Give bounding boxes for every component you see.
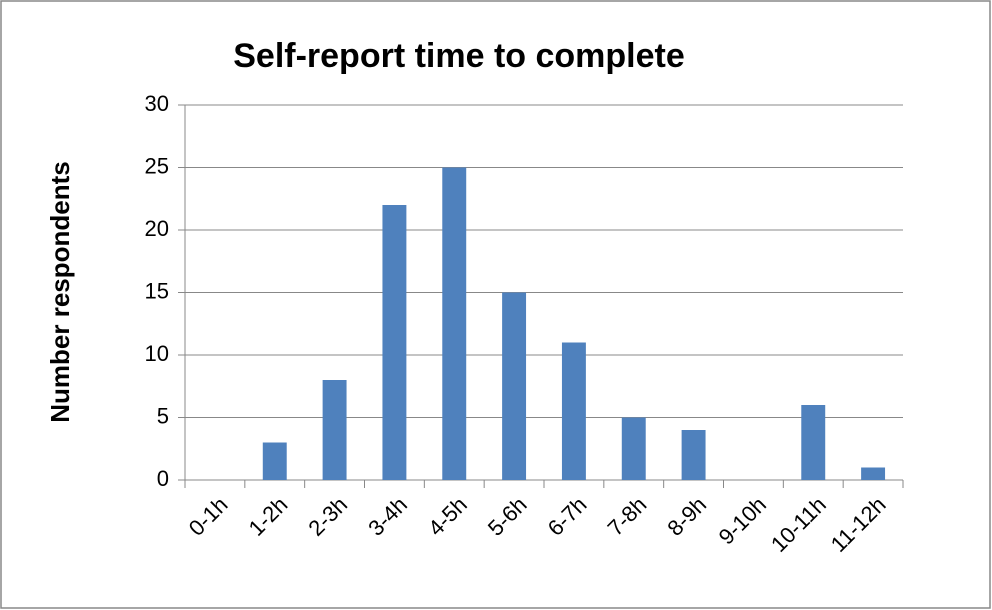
- bar: [561, 342, 586, 480]
- y-tick-label: 15: [145, 278, 169, 303]
- bar: [322, 380, 347, 480]
- bar: [861, 467, 886, 480]
- y-tick-label: 0: [157, 466, 169, 491]
- bar: [442, 167, 467, 480]
- y-tick-label: 5: [157, 403, 169, 428]
- bar: [262, 442, 287, 480]
- bar: [382, 205, 407, 480]
- y-tick-label: 30: [145, 91, 169, 116]
- bar: [502, 292, 527, 480]
- bar: [621, 417, 646, 480]
- chart-title: Self-report time to complete: [233, 37, 685, 75]
- y-tick-label: 25: [145, 153, 169, 178]
- bar: [681, 430, 706, 480]
- bar: [801, 405, 826, 480]
- y-tick-label: 20: [145, 216, 169, 241]
- y-axis-label: Number respondents: [45, 161, 75, 423]
- y-tick-label: 10: [145, 341, 169, 366]
